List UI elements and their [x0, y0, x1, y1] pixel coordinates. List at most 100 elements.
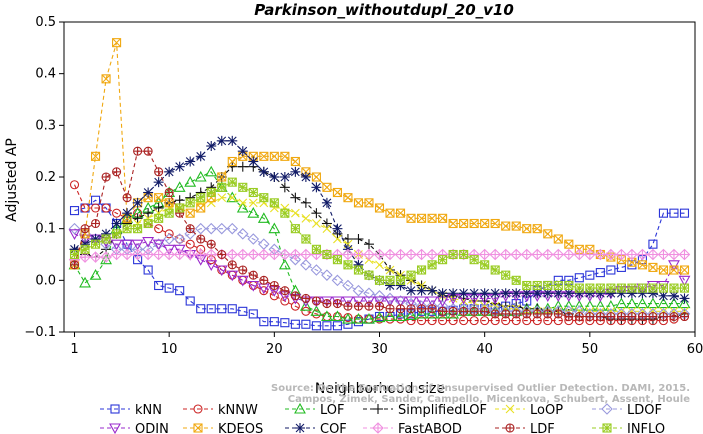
legend-marker-odin	[109, 423, 121, 434]
data-point-fastabod	[258, 248, 270, 261]
data-point-cof	[290, 166, 301, 177]
data-point-lof	[625, 297, 638, 309]
data-point-knn	[69, 206, 80, 216]
data-point-inflo	[259, 193, 269, 203]
data-point-odin	[373, 296, 386, 308]
data-point-odin	[110, 239, 123, 251]
data-point-inflo	[585, 283, 595, 293]
data-point-knn	[679, 208, 690, 218]
data-point-ldf	[501, 309, 511, 319]
data-point-cof	[500, 288, 511, 299]
data-point-inflo	[459, 249, 469, 260]
data-point-kdeos	[417, 213, 427, 223]
data-point-ldf	[322, 299, 332, 309]
data-point-knn	[175, 286, 185, 296]
data-point-lof	[583, 300, 596, 311]
data-point-knn	[238, 306, 248, 316]
data-point-fastabod	[573, 248, 586, 261]
data-point-ldf	[91, 218, 101, 229]
legend-item-inflo: INFLO	[592, 422, 665, 434]
data-point-cof	[658, 290, 669, 301]
data-point-fastabod	[563, 248, 575, 261]
data-point-inflo	[290, 224, 300, 234]
data-point-fastabod	[352, 248, 365, 261]
data-point-kdeos	[332, 187, 342, 198]
data-point-kdeos	[154, 193, 164, 203]
data-point-kdeos	[490, 218, 500, 229]
data-point-fastabod	[541, 248, 554, 261]
data-point-ldf	[627, 311, 637, 322]
data-point-lof	[447, 307, 460, 319]
data-point-inflo	[522, 280, 532, 291]
data-point-ldf	[438, 306, 448, 316]
data-point-lof	[331, 310, 344, 322]
data-point-kdeos	[364, 198, 374, 208]
data-point-knnw	[259, 286, 269, 296]
data-point-ldf	[374, 301, 385, 311]
data-point-loop	[290, 208, 300, 218]
data-point-loop	[680, 306, 689, 316]
data-point-ldf	[448, 306, 458, 316]
data-point-simplifiedlof	[321, 218, 332, 229]
data-point-inflo	[374, 275, 385, 285]
data-point-kdeos	[374, 203, 385, 213]
data-point-lof	[79, 276, 91, 288]
data-point-ldof	[384, 292, 396, 305]
data-point-cof	[174, 161, 185, 172]
series-line-cof	[74, 140, 685, 299]
data-point-ldf	[417, 304, 427, 314]
data-point-cof	[227, 135, 238, 146]
legend-marker-knnw	[193, 404, 203, 414]
data-point-knn	[574, 273, 584, 283]
legend-item-knnw: kNNW	[183, 403, 258, 418]
data-point-loop	[585, 306, 595, 316]
data-point-fastabod	[373, 248, 386, 261]
data-point-inflo	[417, 265, 427, 275]
data-point-ldf	[353, 301, 364, 311]
data-point-knn	[301, 319, 311, 329]
data-point-lof	[268, 222, 281, 234]
data-point-fastabod	[647, 248, 659, 261]
data-point-fastabod	[205, 248, 218, 261]
data-point-fastabod	[100, 251, 112, 263]
data-point-ldf	[332, 299, 342, 309]
data-point-ldf	[259, 275, 269, 285]
data-point-loop	[301, 213, 311, 223]
data-point-ldf	[280, 286, 290, 296]
data-point-inflo	[438, 255, 448, 265]
data-point-ldf	[480, 306, 490, 316]
data-point-knn	[648, 239, 658, 249]
data-point-ldf	[185, 224, 195, 234]
data-point-inflo	[469, 255, 479, 265]
data-point-knn	[185, 296, 195, 306]
data-point-cof	[469, 288, 480, 299]
data-point-ldf	[112, 167, 122, 177]
legend: kNN kNNW LOF SimplifiedLOF LoOP LDOF ODIN KDEOS…	[100, 402, 665, 434]
data-point-knnw	[112, 208, 122, 218]
data-point-kdeos	[311, 172, 321, 182]
data-point-cof	[132, 197, 143, 208]
data-point-ldf	[227, 260, 237, 270]
data-point-simplifiedlof	[279, 182, 290, 193]
x-tick-label: 1	[70, 342, 78, 357]
data-point-ldf	[395, 304, 406, 314]
data-point-kdeos	[406, 213, 416, 223]
data-point-ldof	[237, 228, 249, 240]
data-point-cof	[300, 172, 311, 182]
data-point-kdeos	[501, 221, 511, 231]
data-point-inflo	[248, 187, 258, 198]
data-point-inflo	[606, 283, 616, 293]
data-point-cof	[258, 166, 269, 177]
data-point-fastabod	[626, 248, 638, 261]
data-point-ldof	[194, 222, 207, 235]
data-point-lof	[352, 312, 365, 324]
data-point-cof	[185, 156, 196, 167]
data-point-odin	[384, 296, 396, 308]
legend-label-fastabod: FastABOD	[398, 422, 462, 434]
data-point-kdeos	[280, 151, 290, 161]
data-point-kdeos	[91, 151, 101, 161]
data-point-kdeos	[658, 265, 669, 275]
data-point-loop	[217, 193, 227, 203]
data-point-lof	[236, 201, 249, 213]
data-point-kdeos	[553, 234, 563, 244]
